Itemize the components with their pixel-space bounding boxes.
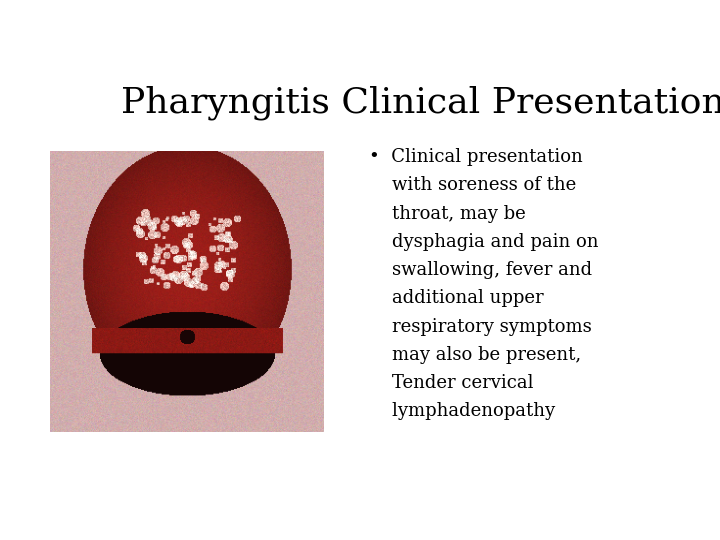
Text: with soreness of the: with soreness of the xyxy=(369,176,576,194)
Text: Tender cervical: Tender cervical xyxy=(369,374,534,392)
Text: Pharyngitis Clinical Presentation: Pharyngitis Clinical Presentation xyxy=(121,85,720,120)
Text: respiratory symptoms: respiratory symptoms xyxy=(369,318,592,335)
Text: throat, may be: throat, may be xyxy=(369,205,526,222)
Text: swallowing, fever and: swallowing, fever and xyxy=(369,261,592,279)
Text: additional upper: additional upper xyxy=(369,289,544,307)
Text: •  Clinical presentation: • Clinical presentation xyxy=(369,148,582,166)
Text: lymphadenopathy: lymphadenopathy xyxy=(369,402,555,421)
Text: may also be present,: may also be present, xyxy=(369,346,581,364)
Text: dysphagia and pain on: dysphagia and pain on xyxy=(369,233,598,251)
